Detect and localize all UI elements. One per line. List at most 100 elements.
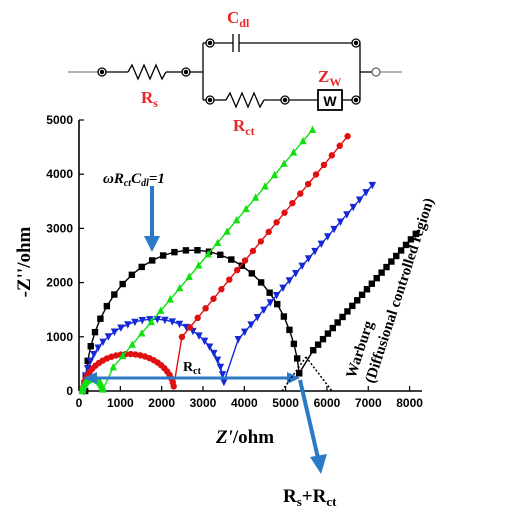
y-axis-title: -Z''/ohm <box>14 226 35 297</box>
data-point <box>200 337 209 346</box>
data-point <box>329 324 336 332</box>
circuit-node <box>280 95 290 105</box>
x-tick-label: 2000 <box>148 396 175 410</box>
data-point <box>293 355 301 362</box>
data-point <box>260 306 268 315</box>
circuit-labels: Rs Cdl Rct ZW W <box>141 8 341 138</box>
omega-arrow-head <box>144 236 160 252</box>
data-point <box>168 318 176 326</box>
zw-warburg-box <box>317 89 343 111</box>
x-tick-label: 3000 <box>190 396 217 410</box>
data-point <box>280 159 288 167</box>
warburg-region-label: (Diffusional controlled region) <box>363 196 438 385</box>
y-tick-label: 5000 <box>46 113 73 127</box>
axis-ticks: 0 1000 2000 3000 4000 5000 6000 7000 8000 0 1000 20… <box>46 113 423 410</box>
series-group <box>79 133 351 395</box>
data-point <box>383 263 390 271</box>
x-axis-title: Z'/ohm <box>215 427 274 448</box>
circuit-node-dot <box>207 40 213 46</box>
data-point <box>270 170 279 179</box>
data-point <box>272 291 281 300</box>
data-point <box>112 352 120 359</box>
data-point <box>131 318 139 327</box>
data-point <box>242 204 250 213</box>
circuit-node <box>97 67 107 77</box>
data-point <box>289 199 296 207</box>
data-point <box>290 340 298 348</box>
data-point <box>171 248 178 256</box>
data-point <box>170 383 177 390</box>
data-point <box>280 313 288 320</box>
chart-axes <box>78 120 422 392</box>
series-group <box>80 181 377 396</box>
circuit-node <box>205 38 215 48</box>
y-tick-label: 1000 <box>46 330 73 344</box>
data-point <box>232 216 241 224</box>
rct-span-label: Rct <box>183 360 202 377</box>
data-point <box>349 203 357 212</box>
data-point <box>274 300 281 308</box>
data-point <box>297 190 304 197</box>
data-point <box>213 238 222 247</box>
circuit-nodes <box>97 38 381 105</box>
data-point <box>320 161 328 169</box>
data-point <box>166 295 174 303</box>
data-point <box>194 314 201 322</box>
data-point <box>317 240 326 248</box>
data-point <box>241 257 249 264</box>
data-point <box>138 329 146 337</box>
data-point <box>213 356 222 365</box>
circuit-node <box>351 38 361 48</box>
data-point <box>161 316 169 325</box>
data-point <box>336 218 345 226</box>
data-point <box>226 276 233 283</box>
series-line <box>81 129 314 392</box>
data-point <box>247 321 255 329</box>
plot-area <box>78 125 420 396</box>
data-point <box>182 247 190 254</box>
data-point <box>355 196 364 204</box>
data-point <box>178 333 186 341</box>
data-point <box>175 283 184 292</box>
data-point <box>299 136 307 145</box>
x-tick-label: 5000 <box>272 396 299 410</box>
rct-span-arrow-left <box>83 372 97 384</box>
data-point <box>104 333 113 341</box>
data-point <box>292 269 300 278</box>
data-point <box>99 338 107 347</box>
data-point <box>138 263 145 271</box>
data-point <box>363 286 371 293</box>
data-point <box>217 251 224 259</box>
data-point <box>157 306 165 314</box>
data-point <box>310 347 317 354</box>
data-point <box>103 302 111 310</box>
data-point <box>319 335 327 343</box>
data-point <box>308 125 317 133</box>
data-point <box>234 336 242 344</box>
data-point <box>194 247 201 254</box>
data-point <box>334 319 341 326</box>
data-point <box>216 363 225 372</box>
data-point <box>233 266 241 274</box>
data-point <box>353 297 361 304</box>
data-point <box>362 189 370 197</box>
circuit-node <box>205 95 215 105</box>
data-point <box>304 180 312 188</box>
data-point <box>205 343 214 351</box>
data-point <box>273 219 280 226</box>
x-tick-label: 7000 <box>355 396 382 410</box>
data-point <box>128 271 136 279</box>
extrapolation-line-dotted <box>305 356 333 392</box>
data-point <box>402 241 410 249</box>
data-point <box>210 295 217 302</box>
data-point <box>286 326 293 334</box>
circuit-terminal <box>371 67 381 77</box>
data-point <box>148 257 156 264</box>
data-point <box>324 330 332 337</box>
data-point <box>298 262 306 270</box>
data-point <box>257 279 265 286</box>
data-point <box>220 378 228 387</box>
data-point <box>204 249 212 258</box>
data-point <box>119 351 127 360</box>
